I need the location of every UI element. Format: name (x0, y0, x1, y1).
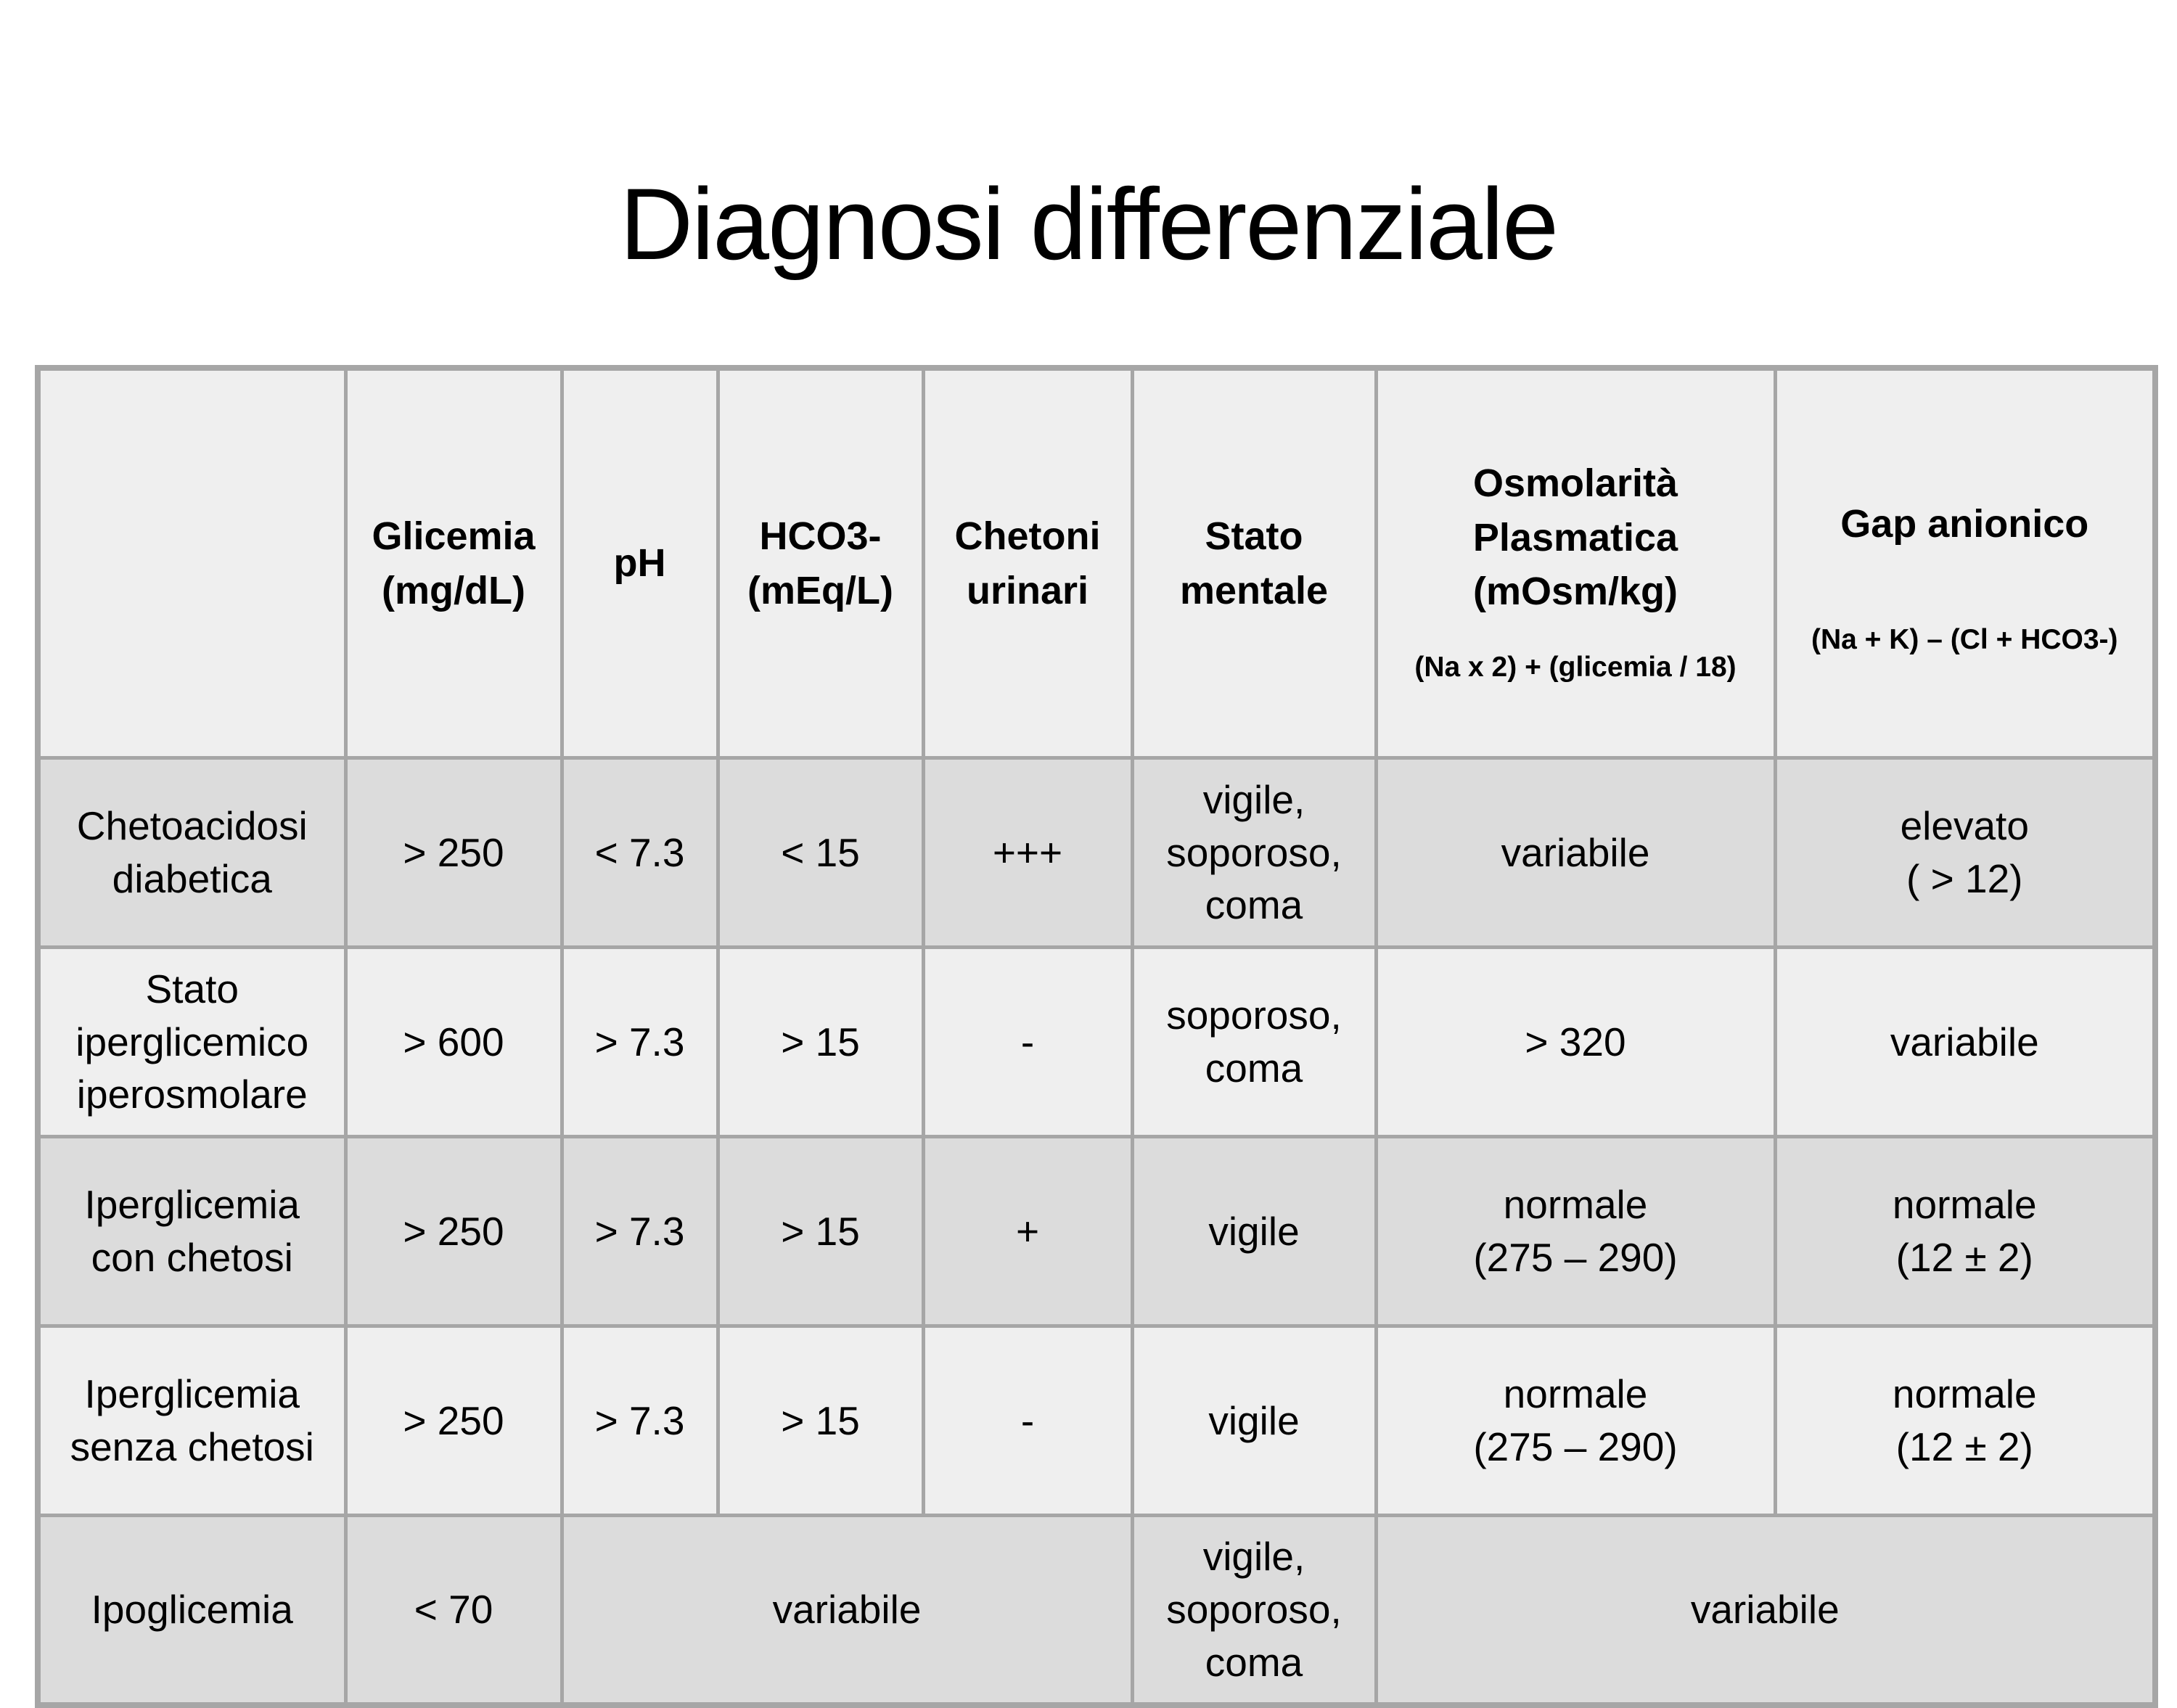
col-header-stato-mentale: Stato mentale (1130, 366, 1378, 760)
cell-chetoni: + (921, 1135, 1134, 1329)
differential-diagnosis-table: Glicemia (mg/dL) pH HCO3- (mEq/L) Cheton… (35, 365, 2158, 1708)
cell-ph: > 7.3 (559, 1135, 720, 1329)
table-header-row: Glicemia (mg/dL) pH HCO3- (mEq/L) Cheton… (36, 366, 2157, 760)
cell-stato-mentale: vigile, soporoso, coma (1130, 1514, 1378, 1707)
osmolarita-label: Osmolarità Plasmatica (mOsm/kg) (1472, 461, 1678, 614)
col-header-glicemia: Glicemia (mg/dL) (343, 366, 564, 760)
col-header-gap-anionico: Gap anionico (Na + K) – (Cl + HCO3-) (1773, 366, 2157, 760)
cell-glicemia: > 600 (343, 945, 564, 1139)
cell-hco3: > 15 (716, 945, 925, 1139)
cell-chetoni: - (921, 1324, 1134, 1518)
cell-gap-anionico: variabile (1773, 945, 2157, 1139)
cell-stato-mentale: vigile (1130, 1324, 1378, 1518)
col-header-hco3: HCO3- (mEq/L) (716, 366, 925, 760)
cell-hco3: < 15 (716, 756, 925, 950)
slide-title: Diagnosi differenziale (619, 167, 1559, 281)
cell-glicemia: > 250 (343, 1324, 564, 1518)
cell-osmolarita: variabile (1374, 756, 1777, 950)
cell-chetoni: +++ (921, 756, 1134, 950)
cell-ph-hco3-chetoni-merged: variabile (559, 1514, 1134, 1707)
corner-cell (36, 366, 348, 760)
row-iperglicemia-con-chetosi: Iperglicemia con chetosi > 250 > 7.3 > 1… (36, 1135, 2157, 1329)
col-header-osmolarita: Osmolarità Plasmatica (mOsm/kg) (Na x 2)… (1374, 366, 1777, 760)
col-header-chetoni-urinari: Chetoni urinari (921, 366, 1134, 760)
cell-stato-mentale: vigile, soporoso, coma (1130, 756, 1378, 950)
row-ipoglicemia: Ipoglicemia < 70 variabile vigile, sopor… (36, 1514, 2157, 1707)
cell-glicemia: < 70 (343, 1514, 564, 1707)
row-iperglicemia-senza-chetosi: Iperglicemia senza chetosi > 250 > 7.3 >… (36, 1324, 2157, 1518)
cell-osmolarita: normale (275 – 290) (1374, 1135, 1777, 1329)
cell-glicemia: > 250 (343, 756, 564, 950)
row-label: Iperglicemia con chetosi (36, 1135, 348, 1329)
cell-gap-anionico: elevato ( > 12) (1773, 756, 2157, 950)
cell-ph: < 7.3 (559, 756, 720, 950)
col-header-ph: pH (559, 366, 720, 760)
cell-osmolarita: normale (275 – 290) (1374, 1324, 1777, 1518)
cell-stato-mentale: soporoso, coma (1130, 945, 1378, 1139)
cell-osmolarita: > 320 (1374, 945, 1777, 1139)
cell-ph: > 7.3 (559, 945, 720, 1139)
row-stato-iperglicemico-iperosmolare: Stato iperglicemico iperosmolare > 600 >… (36, 945, 2157, 1139)
cell-osmolarita-gap-merged: variabile (1374, 1514, 2157, 1707)
cell-gap-anionico: normale (12 ± 2) (1773, 1324, 2157, 1518)
cell-hco3: > 15 (716, 1135, 925, 1329)
gap-anionico-formula: (Na + K) – (Cl + HCO3-) (1811, 623, 2118, 655)
row-label: Iperglicemia senza chetosi (36, 1324, 348, 1518)
row-label: Stato iperglicemico iperosmolare (36, 945, 348, 1139)
row-label: Ipoglicemia (36, 1514, 348, 1707)
cell-stato-mentale: vigile (1130, 1135, 1378, 1329)
cell-ph: > 7.3 (559, 1324, 720, 1518)
row-label: Chetoacidosi diabetica (36, 756, 348, 950)
cell-glicemia: > 250 (343, 1135, 564, 1329)
cell-gap-anionico: normale (12 ± 2) (1773, 1135, 2157, 1329)
cell-chetoni: - (921, 945, 1134, 1139)
osmolarita-formula: (Na x 2) + (glicemia / 18) (1414, 651, 1737, 683)
gap-anionico-label: Gap anionico (1840, 501, 2089, 546)
row-chetoacidosi-diabetica: Chetoacidosi diabetica > 250 < 7.3 < 15 … (36, 756, 2157, 950)
cell-hco3: > 15 (716, 1324, 925, 1518)
